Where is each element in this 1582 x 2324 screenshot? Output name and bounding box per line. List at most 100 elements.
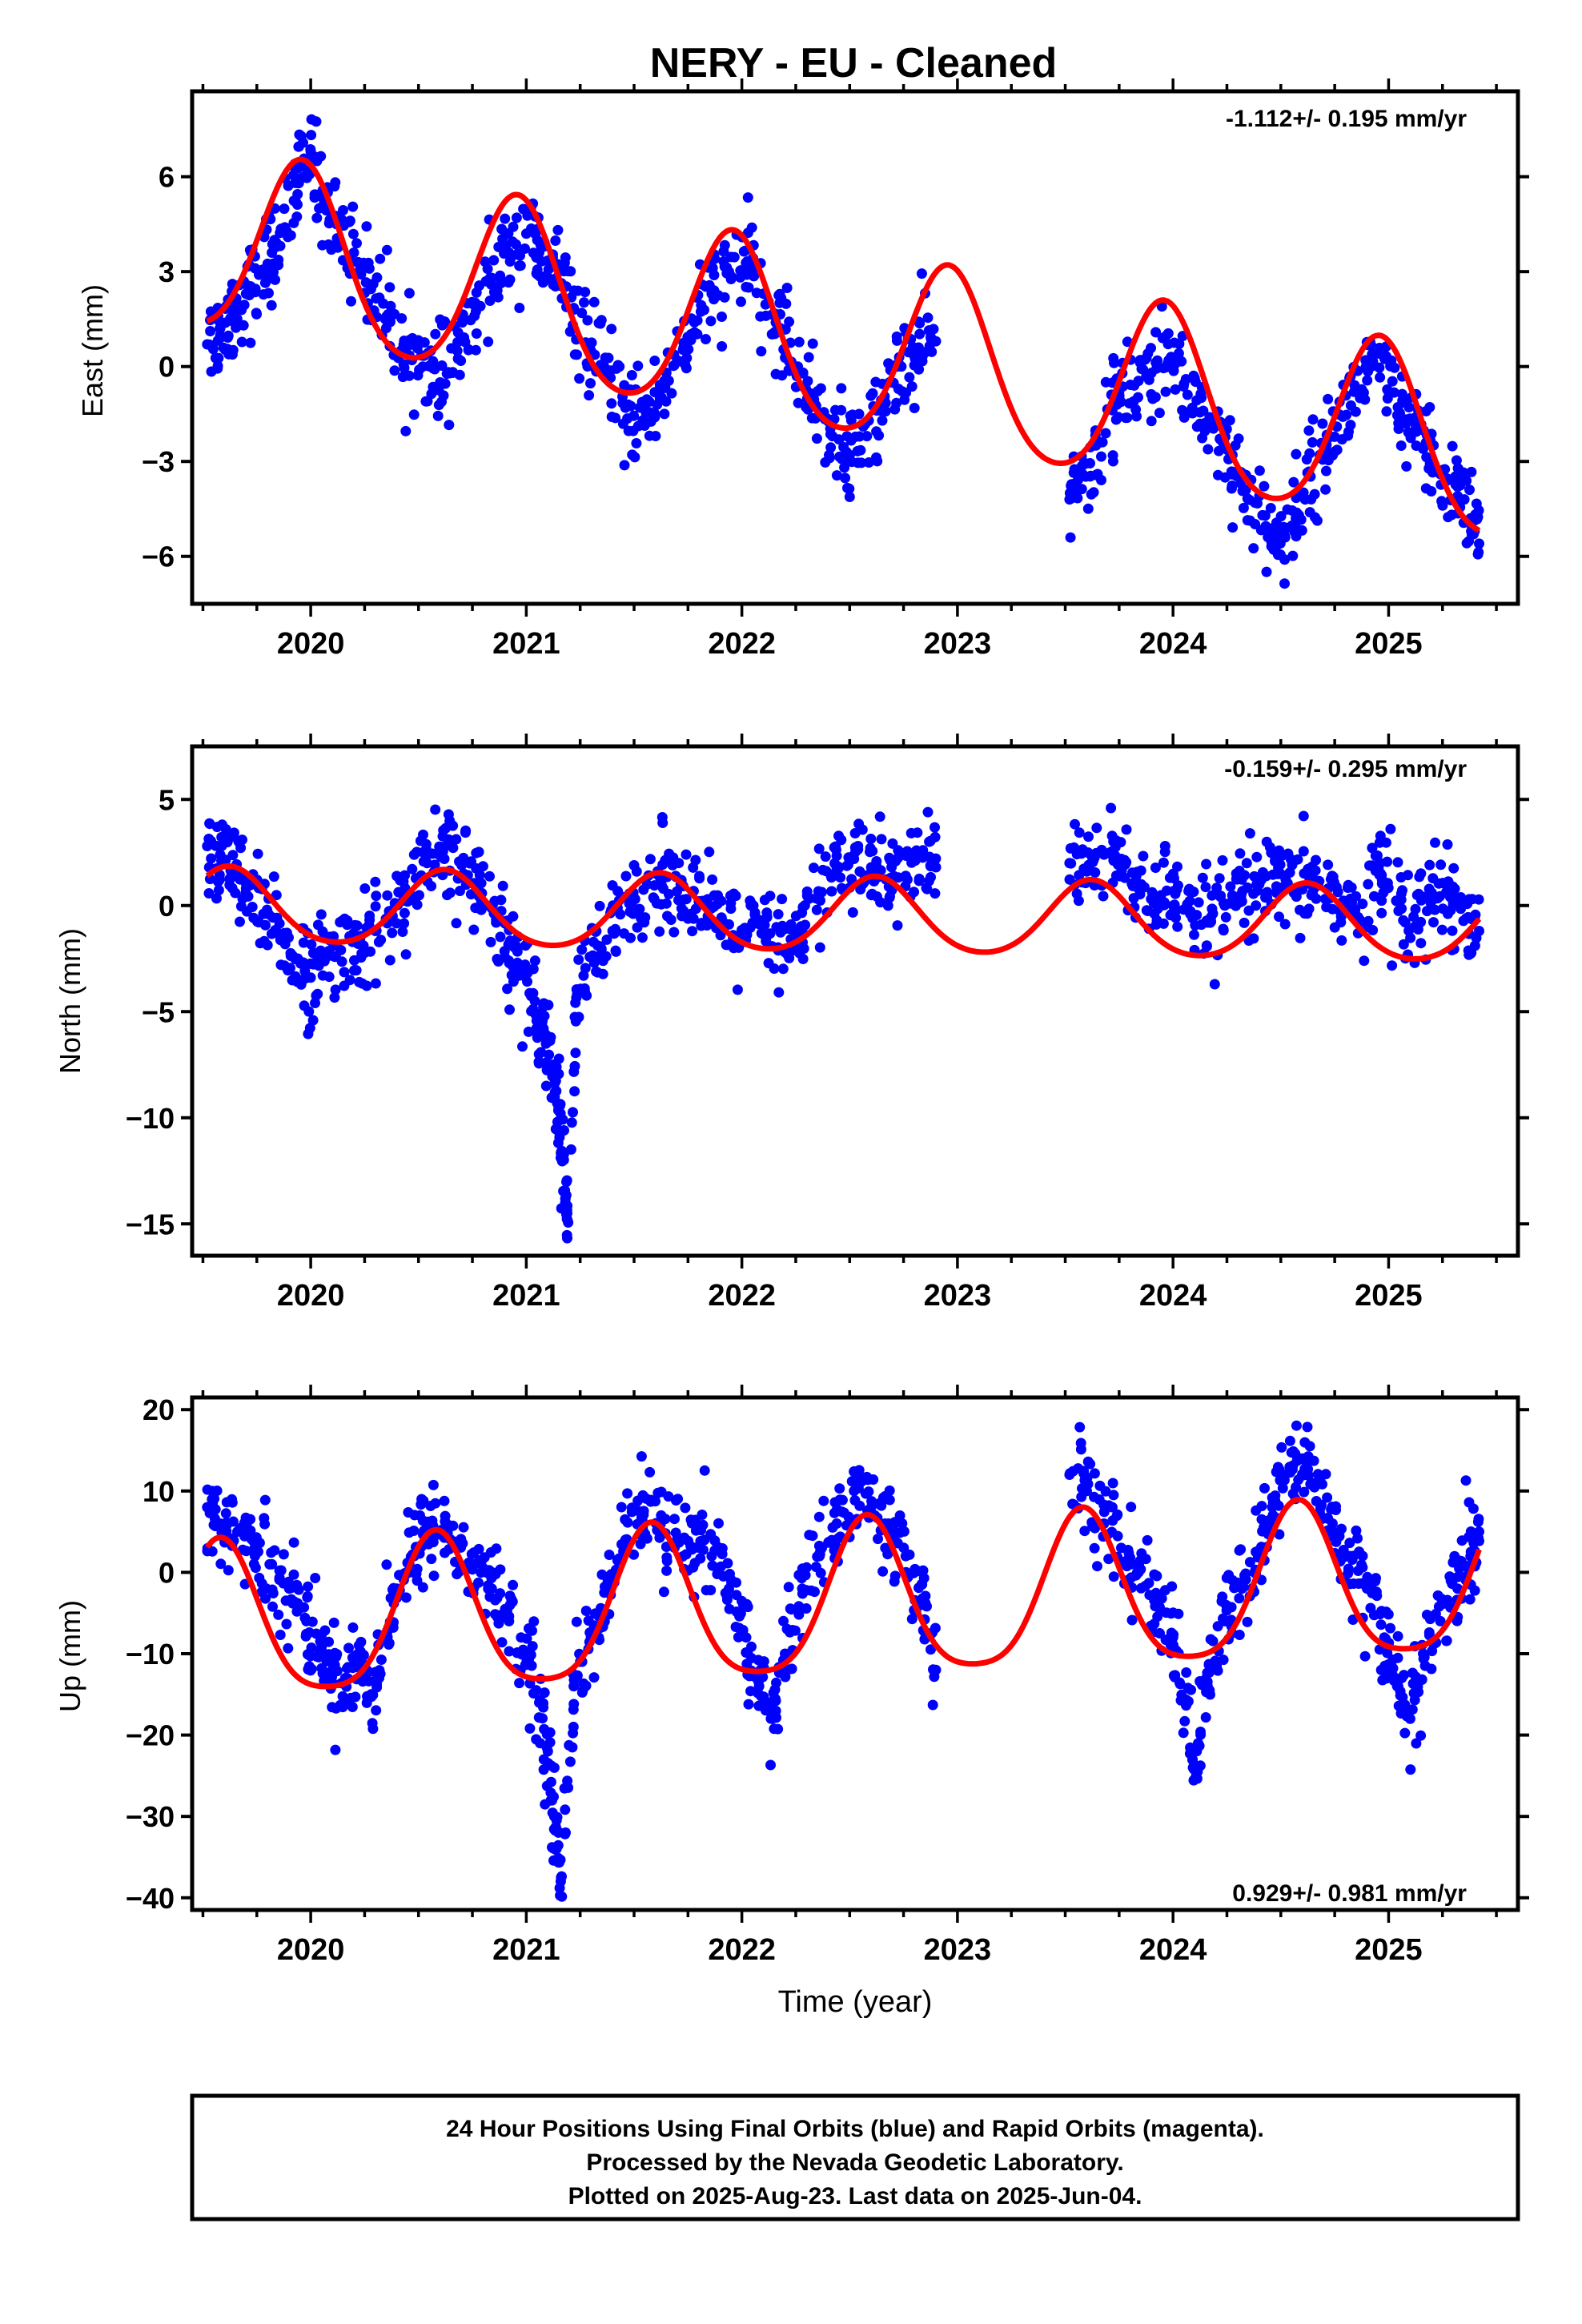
- up-point-extra-716: [873, 1534, 883, 1545]
- up-point-extra-175: [363, 1675, 375, 1687]
- up-point-extra-766: [928, 1664, 938, 1675]
- up-point-extra-378: [545, 1776, 556, 1787]
- east-point-extra-831: [1165, 356, 1176, 368]
- north-point-extra-386: [553, 1068, 564, 1080]
- up-point-extra-870: [1178, 1727, 1189, 1739]
- east-point-extra-446: [623, 425, 634, 436]
- up-point-extra-732: [894, 1510, 905, 1521]
- north-point-extra-616: [773, 909, 784, 920]
- east-point-extra-219: [385, 316, 396, 328]
- up-point-extra-527: [672, 1534, 683, 1545]
- north-point-extra-1021: [1332, 887, 1343, 898]
- up-point-extra-750: [909, 1566, 921, 1577]
- north-point-extra-1101: [1415, 868, 1427, 879]
- east-point-extra-604: [802, 376, 813, 387]
- north-point-extra-577: [732, 984, 743, 995]
- north-point-extra-104: [299, 965, 311, 976]
- up-point-extra-1007: [1291, 1455, 1303, 1466]
- east-point-extra-656: [877, 415, 888, 426]
- up-point-extra-940: [1234, 1545, 1245, 1556]
- east-point-extra-463: [649, 412, 661, 423]
- north-point-extra-207: [391, 918, 402, 929]
- north-point-extra-524: [665, 915, 677, 925]
- north-xtick-label-0: 2020: [277, 1279, 345, 1313]
- up-point-extra-991: [1270, 1495, 1281, 1506]
- east-point-extra-949: [1307, 414, 1319, 425]
- east-point-extra-255: [424, 360, 434, 372]
- north-point-extra-126: [312, 919, 323, 931]
- up-point-extra-140: [335, 1699, 346, 1711]
- north-point-extra-366: [541, 1030, 552, 1041]
- east-point-extra-29: [223, 330, 234, 341]
- north-point-extra-222: [407, 863, 418, 875]
- north-point-extra-574: [716, 912, 727, 923]
- east-point-extra-5: [205, 326, 216, 336]
- east-point-extra-387: [582, 315, 593, 326]
- east-point-extra-552: [746, 222, 757, 233]
- north-point-extra-731: [892, 920, 903, 931]
- north-point-extra-333: [517, 963, 528, 974]
- north-point-extra-1006: [1307, 887, 1319, 898]
- east-point-extra-1097: [1464, 485, 1475, 496]
- east-point-extra-163: [338, 205, 348, 215]
- north-point-extra-815: [1110, 850, 1121, 861]
- east-point-extra-1019: [1381, 406, 1392, 417]
- north-point-extra-474: [608, 928, 620, 939]
- east-point-extra-1003: [1350, 406, 1361, 417]
- up-point-extra-48: [259, 1494, 271, 1506]
- north-point-extra-1103: [1415, 938, 1427, 949]
- east-point-extra-812: [1157, 332, 1168, 344]
- up-point-extra-655: [809, 1586, 820, 1598]
- north-point-extra-540: [688, 913, 699, 924]
- north-point-extra-430: [571, 992, 582, 1003]
- north-point-extra-1036: [1346, 882, 1357, 893]
- north-point-extra-949: [1261, 836, 1272, 847]
- up-point-extra-728: [884, 1494, 895, 1506]
- up-point-extra-810: [1107, 1478, 1118, 1489]
- up-point-extra-792: [1082, 1478, 1094, 1490]
- up-point-extra-222: [408, 1526, 420, 1536]
- up-point-extra-397: [552, 1811, 563, 1823]
- north-point-extra-660: [815, 895, 825, 906]
- east-point-extra-190: [355, 265, 367, 276]
- up-point-extra-415: [564, 1756, 576, 1767]
- north-point-extra-1018: [1336, 935, 1347, 946]
- east-point-extra-893: [1242, 493, 1253, 505]
- up-point-extra-719: [876, 1500, 887, 1511]
- north-point-extra-398: [557, 1114, 568, 1125]
- up-point-extra-221: [394, 1570, 404, 1581]
- east-point-extra-302: [483, 336, 494, 348]
- north-point-extra-909: [1207, 903, 1218, 915]
- east-point-extra-330: [514, 260, 525, 271]
- east-point-extra-447: [628, 410, 640, 421]
- up-point-extra-46: [240, 1524, 251, 1535]
- east-point-extra-206: [375, 253, 386, 264]
- north-point-extra-979: [1298, 846, 1309, 857]
- north-point-extra-1100: [1413, 888, 1424, 899]
- up-point-extra-637: [783, 1582, 794, 1593]
- east-point-extra-498: [701, 334, 711, 344]
- up-point-extra-64: [273, 1609, 284, 1620]
- east-point-extra-855: [1213, 445, 1224, 456]
- east-point-extra-1082: [1447, 440, 1458, 452]
- up-point-extra-1027: [1322, 1492, 1333, 1503]
- up-point-extra-701: [860, 1488, 871, 1499]
- east-xtick-label-0: 2020: [277, 627, 345, 661]
- up-point-extra-76: [269, 1545, 280, 1556]
- up-point-extra-1166: [1442, 1594, 1453, 1606]
- up-point-extra-533: [697, 1544, 709, 1555]
- up-point-extra-621: [778, 1615, 789, 1626]
- east-point-extra-327: [508, 221, 519, 232]
- up-point-extra-73: [281, 1618, 292, 1630]
- north-point-extra-1066: [1376, 870, 1387, 881]
- east-point-extra-184: [361, 221, 372, 232]
- east-point-extra-1027: [1387, 376, 1398, 387]
- up-point-extra-795: [1087, 1521, 1098, 1532]
- up-point-extra-1134: [1408, 1687, 1419, 1699]
- east-point-extra-213: [389, 365, 400, 376]
- east-point-extra-762: [1096, 475, 1106, 485]
- north-point-extra-619: [765, 928, 776, 939]
- north-point-extra-711: [874, 811, 885, 822]
- east-point-extra-427: [605, 365, 616, 376]
- up-point-extra-997: [1291, 1420, 1302, 1431]
